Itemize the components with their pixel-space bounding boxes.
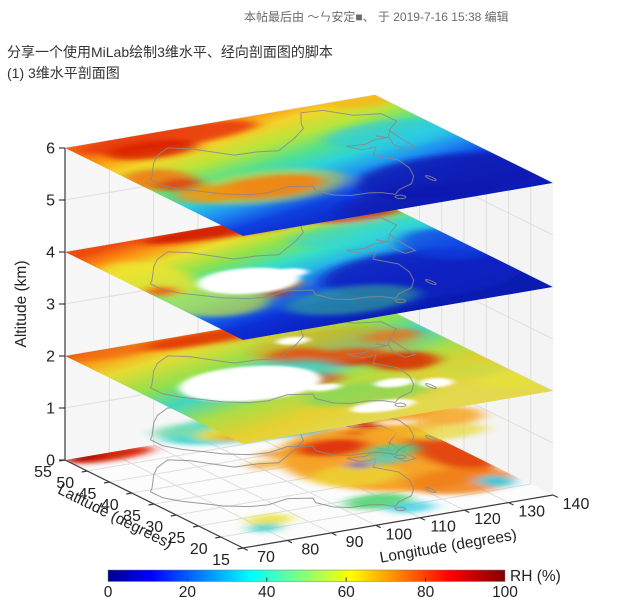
svg-text:50: 50 [56,475,74,492]
map-outline [88,207,514,330]
svg-text:55: 55 [34,464,52,481]
svg-text:1: 1 [46,401,55,418]
svg-text:4: 4 [46,245,55,262]
svg-text:60: 60 [338,584,356,600]
svg-text:40: 40 [101,497,119,514]
svg-text:3: 3 [46,297,55,314]
slice-6km [65,95,553,236]
slice-4km [65,199,553,340]
svg-text:80: 80 [301,541,319,558]
altitude-slices [65,95,553,544]
svg-text:35: 35 [123,508,141,525]
svg-text:100: 100 [386,526,413,543]
svg-text:110: 110 [430,519,456,536]
svg-text:5: 5 [46,193,55,210]
svg-text:20: 20 [179,584,197,600]
svg-text:40: 40 [258,584,276,600]
svg-text:6: 6 [46,141,55,158]
slice-2km [65,303,553,444]
post-body-line-2: (1) 3维水平剖面图 [7,65,120,81]
post-body-line-1: 分享一个使用MiLab绘制3维水平、经向剖面图的脚本 [7,44,333,60]
svg-text:90: 90 [346,534,364,551]
svg-text:0: 0 [46,453,55,470]
svg-text:140: 140 [563,496,590,513]
svg-text:20: 20 [190,541,208,558]
z-axis-label: Altitude (km) [13,261,30,348]
svg-text:80: 80 [417,584,435,600]
map-outline [88,311,514,434]
svg-text:0: 0 [104,584,113,600]
svg-text:15: 15 [212,552,230,569]
svg-text:2: 2 [46,349,55,366]
map-outline [88,103,514,226]
svg-text:120: 120 [474,511,501,528]
svg-text:45: 45 [79,486,97,503]
svg-text:130: 130 [518,504,545,521]
colorbar-label: RH (%) [510,568,561,585]
svg-text:100: 100 [492,584,518,600]
svg-text:25: 25 [168,530,186,547]
svg-text:30: 30 [145,519,163,536]
post-edit-note: 本帖最后由 ～ㄣ安定■、 于 2019-7-16 15:38 编辑 [244,10,509,24]
svg-text:70: 70 [257,549,275,566]
